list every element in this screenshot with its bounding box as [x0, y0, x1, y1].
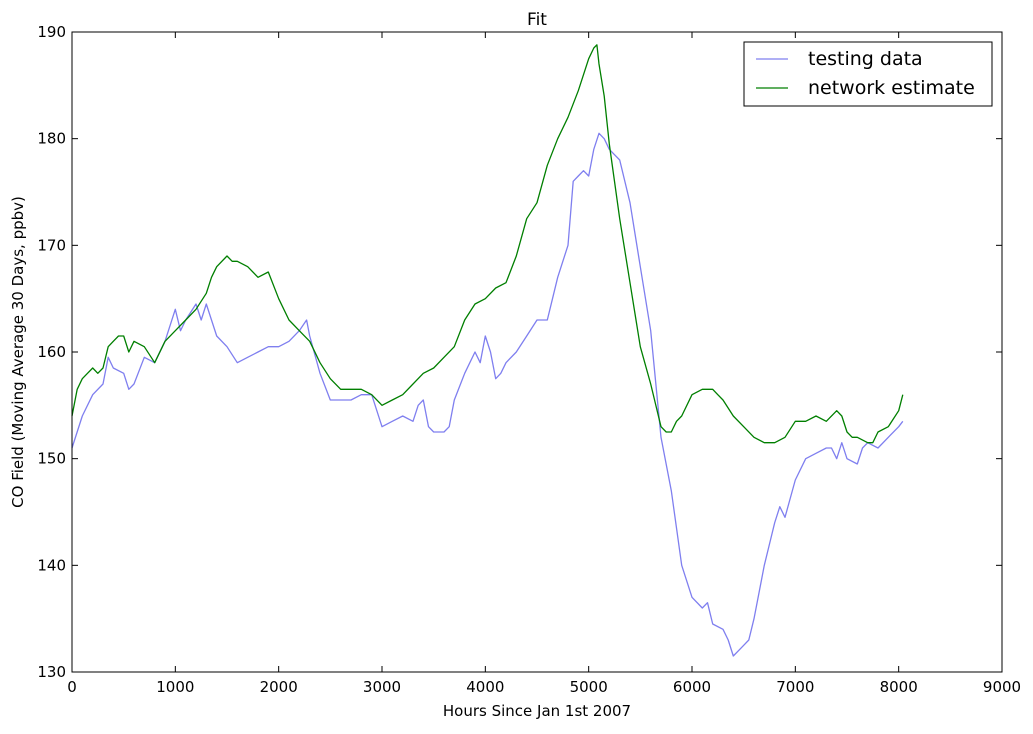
x-tick-label: 3000 — [363, 678, 401, 696]
y-tick-label: 150 — [37, 450, 66, 468]
x-tick-label: 8000 — [880, 678, 918, 696]
legend-label: network estimate — [808, 77, 975, 99]
y-tick-label: 190 — [37, 23, 66, 41]
legend: testing data network estimate — [743, 41, 993, 107]
y-tick-label: 140 — [37, 556, 66, 574]
y-axis-ticks: 130 140 150 160 170 180 190 — [37, 23, 1002, 681]
x-tick-label: 9000 — [983, 678, 1021, 696]
x-tick-label: 1000 — [156, 678, 194, 696]
chart-title: Fit — [527, 10, 547, 30]
y-tick-label: 170 — [37, 236, 66, 254]
x-tick-label: 2000 — [260, 678, 298, 696]
x-tick-label: 0 — [67, 678, 77, 696]
legend-label: testing data — [808, 48, 923, 70]
x-tick-label: 4000 — [466, 678, 504, 696]
x-axis-label: Hours Since Jan 1st 2007 — [443, 702, 631, 720]
plot-lines — [71, 44, 904, 657]
legend-box — [743, 41, 993, 107]
y-tick-label: 160 — [37, 343, 66, 361]
y-axis-label: CO Field (Moving Average 30 Days, ppbv) — [9, 196, 27, 508]
x-tick-label: 5000 — [570, 678, 608, 696]
series-line-2 — [71, 44, 904, 444]
y-tick-label: 180 — [37, 130, 66, 148]
x-tick-label: 7000 — [776, 678, 814, 696]
plot-frame — [71, 31, 1003, 673]
y-tick-label: 130 — [37, 663, 66, 681]
series-line-1 — [71, 132, 904, 657]
x-tick-label: 6000 — [673, 678, 711, 696]
x-axis-ticks: 0 1000 2000 3000 4000 5000 6000 7000 8000 9000 — [67, 32, 1021, 696]
